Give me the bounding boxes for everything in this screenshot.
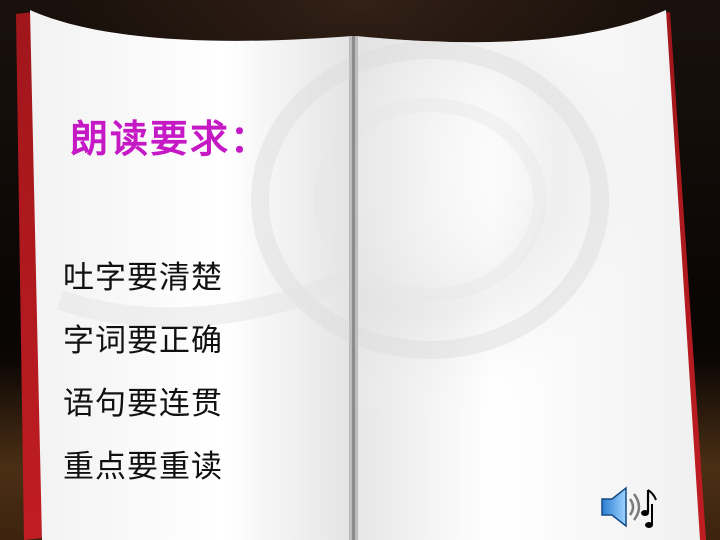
requirement-item-3: 语句要连贯: [63, 386, 223, 422]
left-page: [30, 10, 352, 540]
requirement-item-4: 重点要重读: [63, 449, 223, 485]
requirement-item-1: 吐字要清楚: [63, 260, 223, 296]
requirement-item-2: 字词要正确: [63, 323, 223, 359]
book-cover-left: [16, 12, 42, 540]
speaker-music-icon[interactable]: [596, 482, 660, 532]
page-title: 朗读要求：: [70, 117, 271, 161]
